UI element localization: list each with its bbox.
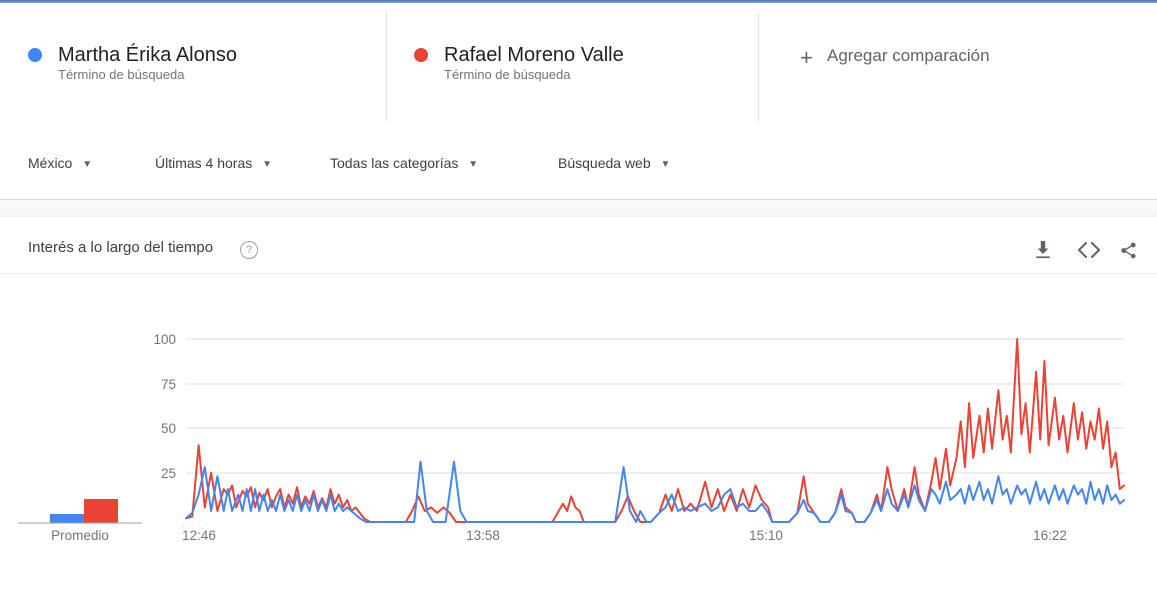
svg-text:Promedio: Promedio (51, 528, 109, 543)
